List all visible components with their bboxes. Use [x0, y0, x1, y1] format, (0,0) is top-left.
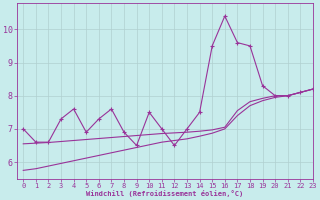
X-axis label: Windchill (Refroidissement éolien,°C): Windchill (Refroidissement éolien,°C)	[86, 190, 244, 197]
